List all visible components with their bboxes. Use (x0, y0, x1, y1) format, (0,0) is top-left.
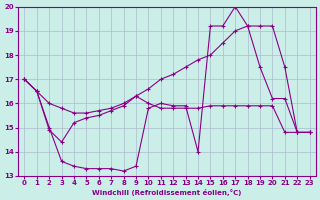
X-axis label: Windchill (Refroidissement éolien,°C): Windchill (Refroidissement éolien,°C) (92, 189, 242, 196)
